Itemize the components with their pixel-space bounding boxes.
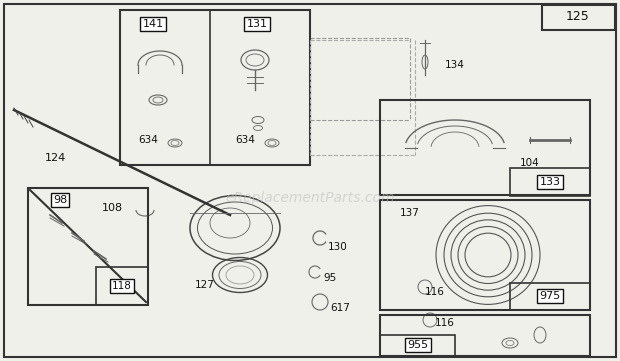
Bar (380, 100, 590, 195)
Bar (542, 5, 615, 30)
Text: 634: 634 (235, 135, 255, 145)
Text: 125: 125 (566, 10, 590, 23)
Text: 141: 141 (143, 19, 164, 29)
Text: 137: 137 (400, 208, 420, 218)
Text: eReplacementParts.com: eReplacementParts.com (225, 191, 395, 205)
Bar (28, 188, 148, 305)
Text: 975: 975 (539, 291, 560, 301)
Text: 124: 124 (45, 153, 66, 163)
Text: 95: 95 (324, 273, 337, 283)
Text: 108: 108 (102, 203, 123, 213)
Text: 134: 134 (445, 60, 465, 70)
Text: 98: 98 (53, 195, 67, 205)
Text: 116: 116 (435, 318, 455, 328)
Text: 130: 130 (328, 242, 348, 252)
Bar (120, 10, 310, 165)
Text: 116: 116 (425, 287, 445, 297)
Text: 634: 634 (138, 135, 158, 145)
Text: 955: 955 (407, 340, 428, 350)
Text: 617: 617 (330, 303, 350, 313)
Bar (380, 200, 590, 310)
Text: 118: 118 (112, 281, 132, 291)
Text: 133: 133 (539, 177, 560, 187)
Bar (510, 283, 590, 310)
Bar (380, 315, 590, 356)
Text: 127: 127 (195, 280, 215, 290)
Bar (96, 267, 148, 305)
Text: 104: 104 (520, 158, 540, 168)
Bar (510, 168, 590, 196)
Bar (380, 335, 455, 356)
Text: 131: 131 (247, 19, 267, 29)
